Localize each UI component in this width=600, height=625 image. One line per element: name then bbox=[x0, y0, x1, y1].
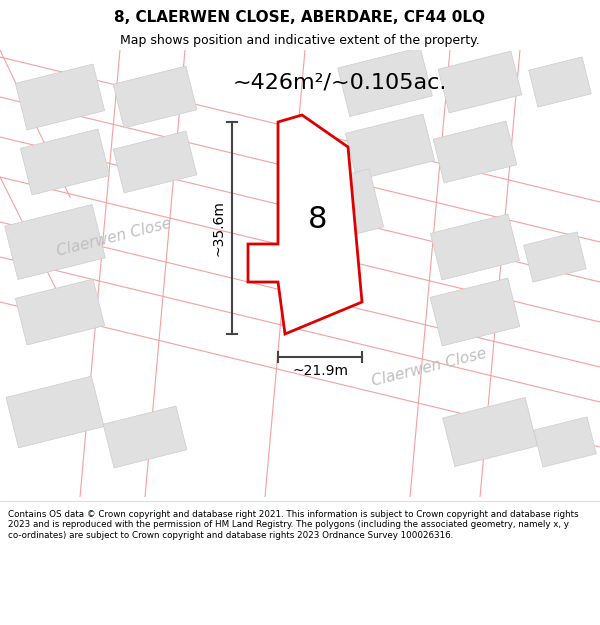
Polygon shape bbox=[16, 64, 104, 130]
Polygon shape bbox=[103, 406, 187, 468]
Text: Contains OS data © Crown copyright and database right 2021. This information is : Contains OS data © Crown copyright and d… bbox=[8, 510, 578, 539]
Polygon shape bbox=[430, 278, 520, 346]
Text: 8: 8 bbox=[308, 204, 328, 234]
Text: ~21.9m: ~21.9m bbox=[292, 364, 348, 378]
Text: ~426m²/~0.105ac.: ~426m²/~0.105ac. bbox=[233, 72, 447, 92]
Text: 8, CLAERWEN CLOSE, ABERDARE, CF44 0LQ: 8, CLAERWEN CLOSE, ABERDARE, CF44 0LQ bbox=[115, 10, 485, 25]
Text: Map shows position and indicative extent of the property.: Map shows position and indicative extent… bbox=[120, 34, 480, 47]
Polygon shape bbox=[430, 214, 520, 280]
Polygon shape bbox=[5, 204, 106, 279]
Polygon shape bbox=[20, 129, 110, 195]
Polygon shape bbox=[438, 51, 522, 113]
Polygon shape bbox=[16, 279, 104, 345]
Polygon shape bbox=[346, 114, 434, 180]
Polygon shape bbox=[524, 232, 586, 282]
Polygon shape bbox=[296, 169, 383, 245]
Polygon shape bbox=[113, 66, 197, 128]
Polygon shape bbox=[248, 115, 362, 334]
Text: Claerwen Close: Claerwen Close bbox=[55, 216, 173, 259]
Polygon shape bbox=[443, 398, 537, 466]
Polygon shape bbox=[338, 48, 432, 116]
Polygon shape bbox=[113, 131, 197, 193]
Text: ~35.6m: ~35.6m bbox=[211, 200, 225, 256]
Polygon shape bbox=[534, 417, 596, 467]
Text: Claerwen Close: Claerwen Close bbox=[370, 346, 488, 389]
Polygon shape bbox=[433, 121, 517, 183]
Polygon shape bbox=[6, 376, 104, 448]
Polygon shape bbox=[529, 57, 591, 107]
